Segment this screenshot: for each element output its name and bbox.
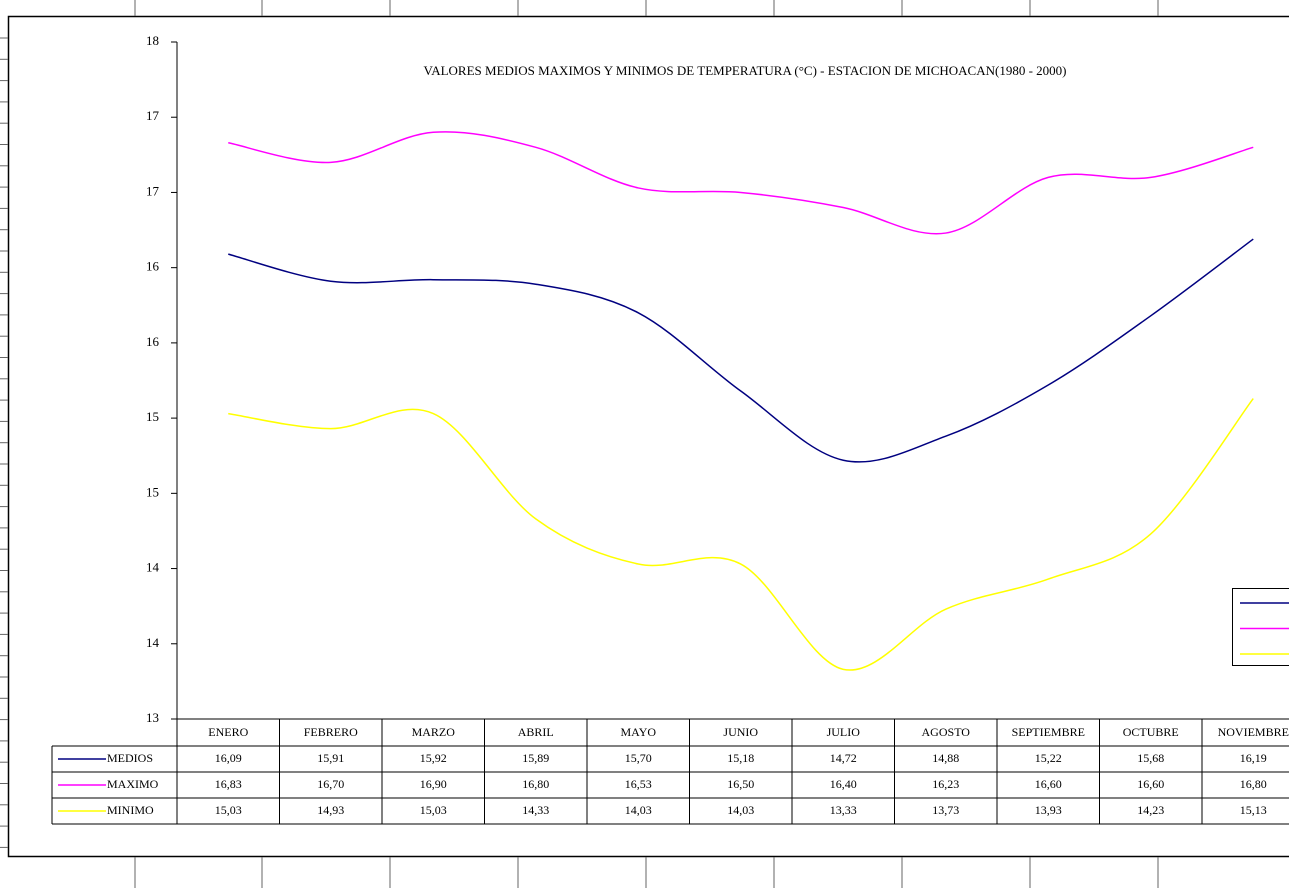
- data-label: 16,09: [215, 751, 242, 765]
- category-label: MARZO: [412, 725, 456, 739]
- y-tick-label: 17: [146, 183, 160, 198]
- y-tick-label: 16: [146, 334, 160, 349]
- series-name: MEDIOS: [107, 751, 153, 765]
- category-label: ABRIL: [518, 725, 554, 739]
- series-line: [228, 398, 1254, 671]
- series-line: [228, 131, 1254, 235]
- data-label: 16,60: [1035, 777, 1062, 791]
- series-line: [228, 238, 1254, 463]
- category-label: NOVIEMBRE: [1218, 725, 1289, 739]
- data-label: 14,88: [932, 751, 959, 765]
- y-tick-label: 14: [146, 635, 160, 650]
- data-label: 16,90: [420, 777, 447, 791]
- y-tick-label: 17: [146, 108, 160, 123]
- data-label: 16,50: [727, 777, 754, 791]
- category-label: FEBRERO: [304, 725, 358, 739]
- data-label: 16,60: [1137, 777, 1164, 791]
- data-label: 16,83: [215, 777, 242, 791]
- y-tick-label: 14: [146, 560, 160, 575]
- data-label: 14,03: [727, 803, 754, 817]
- category-label: SEPTIEMBRE: [1012, 725, 1085, 739]
- category-label: AGOSTO: [922, 725, 971, 739]
- category-label: JULIO: [827, 725, 861, 739]
- y-tick-label: 13: [146, 710, 159, 725]
- data-label: 15,03: [215, 803, 242, 817]
- data-label: 14,72: [830, 751, 857, 765]
- data-label: 14,23: [1137, 803, 1164, 817]
- y-tick-label: 15: [146, 484, 159, 499]
- data-label: 15,70: [625, 751, 652, 765]
- series-name: MINIMO: [107, 803, 154, 817]
- data-label: 15,89: [522, 751, 549, 765]
- chart-title: VALORES MEDIOS MAXIMOS Y MINIMOS DE TEMP…: [424, 63, 1067, 78]
- data-label: 13,73: [932, 803, 959, 817]
- data-label: 16,53: [625, 777, 652, 791]
- data-label: 13,93: [1035, 803, 1062, 817]
- data-label: 15,22: [1035, 751, 1062, 765]
- data-label: 15,18: [727, 751, 754, 765]
- data-label: 15,68: [1137, 751, 1164, 765]
- y-tick-label: 15: [146, 409, 159, 424]
- data-label: 16,80: [1240, 777, 1267, 791]
- data-label: 14,33: [522, 803, 549, 817]
- y-tick-label: 16: [146, 259, 160, 274]
- category-label: ENERO: [208, 725, 248, 739]
- category-label: MAYO: [620, 725, 656, 739]
- legend: [1232, 588, 1289, 666]
- data-label: 13,33: [830, 803, 857, 817]
- category-label: OCTUBRE: [1123, 725, 1179, 739]
- data-label: 16,19: [1240, 751, 1267, 765]
- data-label: 15,13: [1240, 803, 1267, 817]
- data-label: 14,93: [317, 803, 344, 817]
- data-label: 15,92: [420, 751, 447, 765]
- legend-box: [1232, 588, 1289, 666]
- data-label: 15,03: [420, 803, 447, 817]
- series-name: MAXIMO: [107, 777, 159, 791]
- data-label: 16,80: [522, 777, 549, 791]
- frame: [7, 15, 1289, 858]
- category-label: JUNIO: [723, 725, 758, 739]
- data-label: 16,70: [317, 777, 344, 791]
- data-label: 15,91: [317, 751, 344, 765]
- y-tick-label: 18: [146, 33, 159, 48]
- sheet-grid: [0, 0, 1159, 888]
- data-label: 14,03: [625, 803, 652, 817]
- data-label: 16,40: [830, 777, 857, 791]
- data-label: 16,23: [932, 777, 959, 791]
